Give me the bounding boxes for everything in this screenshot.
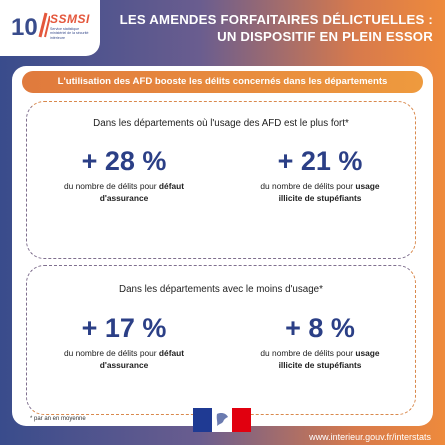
stat-value: + 17 %	[81, 313, 167, 343]
stat-description: du nombre de délits pour défaut d'assura…	[63, 348, 185, 370]
stat-drugs-low: + 8 % du nombre de délits pour usage ill…	[225, 313, 415, 371]
stat-description: du nombre de délits pour défaut d'assura…	[63, 181, 185, 203]
ssmsi-logo: 10 SSMSI Service statistique ministériel…	[0, 0, 100, 56]
section-high-usage: Dans les départements où l'usage des AFD…	[26, 101, 416, 259]
section-heading: Dans les départements avec le moins d'us…	[119, 284, 323, 295]
marianne-flag-icon	[193, 408, 251, 432]
stat-insurance-high: + 28 % du nombre de délits pour défaut d…	[29, 146, 219, 204]
page-title: LES AMENDES FORFAITAIRES DÉLICTUELLES : …	[120, 11, 433, 45]
section-low-usage: Dans les départements avec le moins d'us…	[26, 265, 416, 415]
footnote: * par an en moyenne	[30, 416, 86, 422]
stat-value: + 28 %	[81, 146, 167, 176]
stat-value: + 8 %	[285, 313, 355, 343]
stat-value: + 21 %	[277, 146, 363, 176]
logo-subtitle: Service statistique ministériel de la sé…	[50, 27, 89, 40]
stat-drugs-high: + 21 % du nombre de délits pour usage il…	[225, 146, 415, 204]
stat-description: du nombre de délits pour usage illicite …	[260, 181, 380, 203]
stat-insurance-low: + 17 % du nombre de délits pour défaut d…	[29, 313, 219, 371]
headline-banner: L'utilisation des AFD booste les délits …	[22, 71, 423, 93]
title-line-2: UN DISPOSITIF EN PLEIN ESSOR	[217, 29, 433, 44]
ssmsi-logo-icon: 10	[11, 12, 50, 40]
footer-url[interactable]: www.interieur.gouv.fr/interstats	[309, 432, 431, 442]
logo-name: SSMSI	[50, 12, 90, 26]
svg-text:10: 10	[11, 14, 38, 40]
section-heading: Dans les départements où l'usage des AFD…	[93, 118, 349, 129]
title-line-1: LES AMENDES FORFAITAIRES DÉLICTUELLES :	[119, 12, 433, 27]
content-card	[12, 66, 433, 426]
stat-description: du nombre de délits pour usage illicite …	[260, 348, 380, 370]
